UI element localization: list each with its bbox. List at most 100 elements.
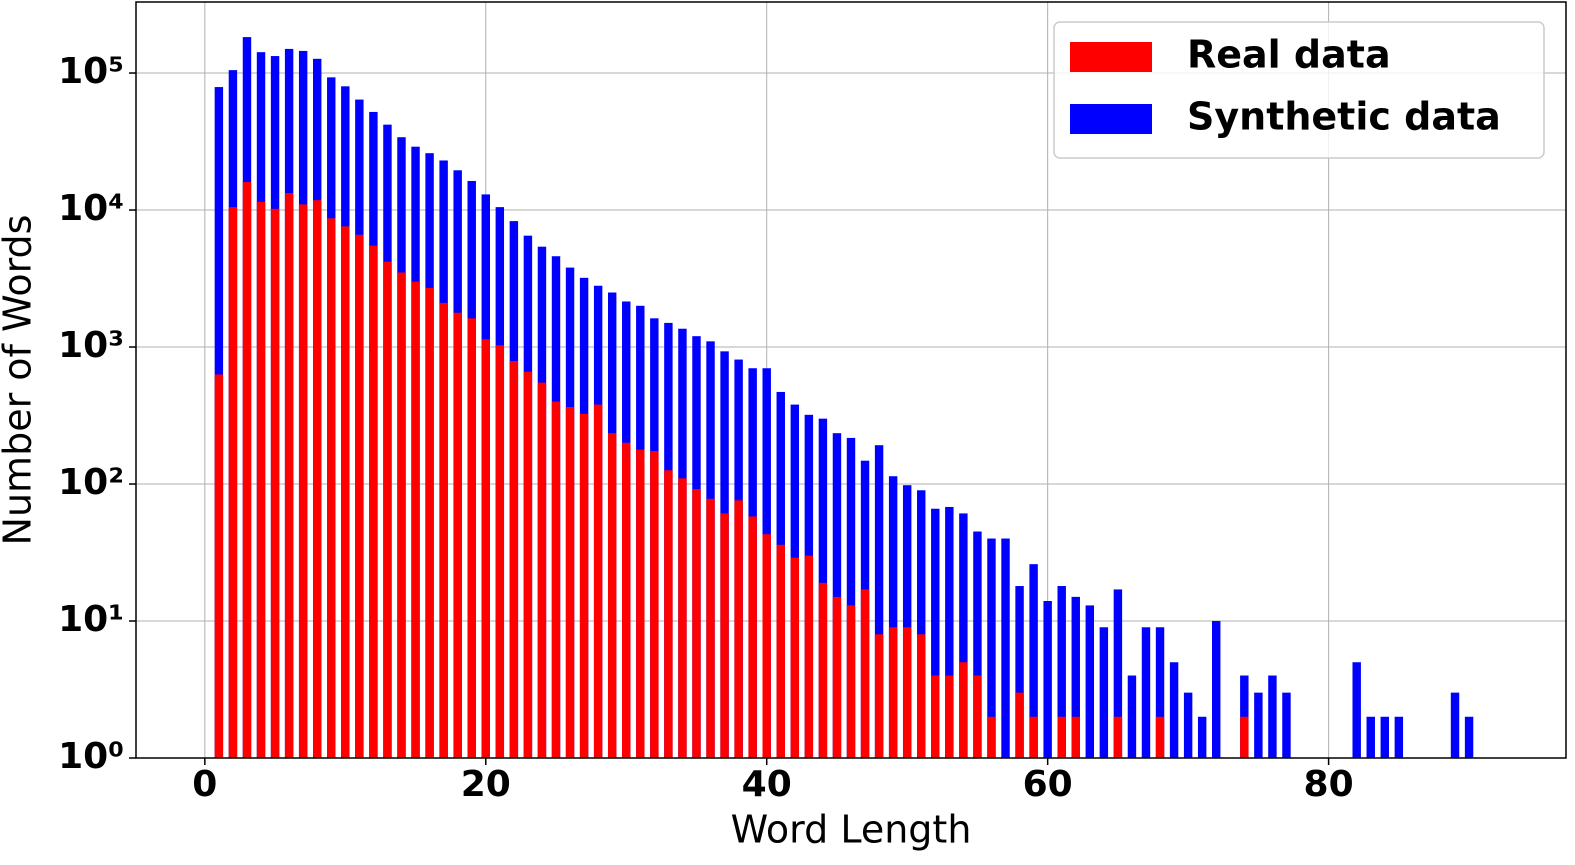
bar: [1071, 596, 1080, 758]
bar: [1155, 716, 1165, 758]
bar: [931, 508, 940, 758]
bar: [888, 627, 898, 758]
x-axis-label: Word Length: [731, 808, 972, 852]
bar: [1015, 692, 1024, 758]
bar: [945, 675, 954, 758]
bar: [874, 445, 884, 758]
bar: [579, 413, 589, 758]
bar: [804, 555, 814, 758]
bar: [1352, 662, 1361, 758]
bar: [748, 516, 757, 758]
bar: [1380, 716, 1390, 758]
legend-swatch: [1070, 42, 1152, 72]
legend-swatch: [1070, 104, 1152, 134]
bar: [551, 401, 561, 758]
bar: [1127, 675, 1137, 758]
bar: [636, 449, 645, 758]
bar: [1183, 692, 1193, 758]
bar: [720, 513, 729, 758]
bar: [397, 272, 406, 758]
bar: [945, 506, 954, 758]
bar: [790, 557, 800, 758]
y-tick-label: 10⁰: [58, 736, 124, 777]
y-tick-label: 10⁴: [58, 188, 124, 229]
bar: [888, 476, 898, 758]
bar: [242, 182, 252, 758]
bar: [1155, 627, 1165, 758]
bar: [607, 433, 617, 758]
bar: [917, 490, 926, 758]
bar: [1268, 675, 1277, 758]
bar: [270, 208, 280, 759]
y-tick-label: 10¹: [58, 599, 124, 640]
bar: [327, 218, 336, 758]
bar: [1099, 627, 1109, 758]
bar: [425, 287, 434, 758]
bar: [481, 339, 490, 758]
bar: [762, 534, 771, 758]
bar: [1394, 716, 1404, 758]
legend-label: Real data: [1187, 33, 1391, 77]
bar: [1240, 716, 1249, 758]
bar: [298, 204, 308, 759]
bar: [706, 498, 715, 758]
bar: [1169, 662, 1179, 758]
bar: [1015, 586, 1024, 758]
bar: [902, 485, 912, 758]
bar: [228, 207, 238, 758]
bar: [312, 200, 322, 759]
bar: [509, 361, 519, 758]
bar: [565, 406, 575, 758]
bar: [467, 318, 476, 758]
bar: [1450, 692, 1460, 758]
bar: [959, 662, 968, 758]
bar: [411, 281, 420, 758]
x-tick-label: 20: [461, 764, 511, 805]
y-tick-label: 10³: [58, 325, 124, 366]
bar: [846, 605, 856, 758]
bar: [692, 488, 701, 758]
bar: [846, 437, 856, 758]
x-tick-label: 80: [1304, 764, 1354, 805]
y-axis-label: Number of Words: [0, 215, 40, 546]
bar: [1464, 716, 1474, 758]
bar: [1071, 716, 1080, 758]
bar: [664, 470, 673, 758]
bar: [1254, 692, 1263, 758]
bar: [214, 374, 224, 758]
bar: [1085, 605, 1095, 758]
bar: [1212, 621, 1221, 758]
legend-box: [1053, 21, 1545, 159]
bar: [622, 442, 631, 758]
bar: [931, 675, 940, 758]
y-tick-label: 10²: [58, 462, 124, 503]
bar: [1029, 716, 1038, 758]
bar: [1282, 692, 1291, 758]
bar: [776, 544, 785, 758]
bar: [355, 234, 364, 758]
bar: [284, 193, 294, 758]
bar: [383, 261, 392, 758]
x-tick-label: 0: [192, 764, 217, 805]
x-tick-label: 60: [1023, 764, 1073, 805]
legend-label: Synthetic data: [1187, 95, 1501, 139]
bar: [341, 226, 350, 759]
bar: [734, 500, 743, 758]
bar: [832, 433, 842, 758]
y-tick-label: 10⁵: [58, 51, 124, 92]
bar: [1113, 589, 1123, 758]
bar: [1197, 716, 1207, 758]
bar: [495, 345, 505, 758]
bar: [973, 531, 982, 758]
x-tick-label: 40: [742, 764, 792, 805]
bar: [818, 582, 828, 758]
bar: [439, 302, 448, 758]
bar: [917, 634, 926, 758]
bar: [1141, 627, 1151, 758]
bar: [523, 371, 533, 758]
bar: [1057, 586, 1066, 758]
bar: [987, 716, 996, 758]
bar: [1029, 564, 1038, 758]
bar: [973, 675, 982, 758]
